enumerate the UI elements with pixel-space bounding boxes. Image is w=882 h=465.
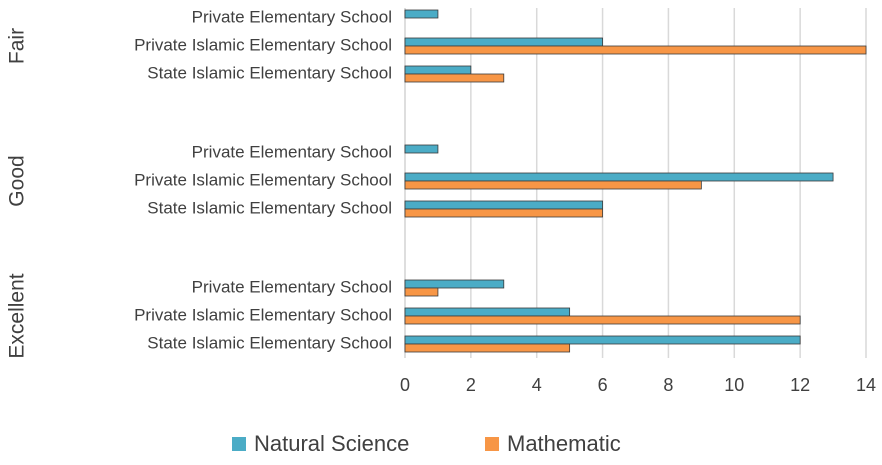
bar [404,73,505,83]
legend-label: Mathematic [507,431,621,456]
bar [404,144,439,154]
category-label: State Islamic Elementary School [147,198,392,217]
category-label: Private Islamic Elementary School [134,35,392,54]
category-label: Private Elementary School [192,277,392,296]
legend-swatch [485,437,499,451]
bar [404,37,603,47]
bar [404,9,439,19]
group-label: Fair [6,28,29,64]
x-tick-label: 10 [724,375,744,395]
bar [404,315,801,325]
bar [404,335,801,345]
bar [404,200,603,210]
x-tick-label: 2 [466,375,476,395]
category-label: Private Islamic Elementary School [134,170,392,189]
bar [404,65,472,75]
category-label: Private Elementary School [192,7,392,26]
bar [404,172,834,182]
x-tick-label: 14 [856,375,876,395]
group-label: Excellent [6,273,29,358]
bar [404,208,603,218]
bar [404,45,867,55]
bar [404,343,571,353]
bar [404,287,439,297]
legend-label: Natural Science [254,431,409,456]
legend-swatch [232,437,246,451]
x-tick-label: 0 [400,375,410,395]
x-tick-label: 4 [532,375,542,395]
group-label: Good [6,155,29,206]
category-label: State Islamic Elementary School [147,333,392,352]
category-label: State Islamic Elementary School [147,63,392,82]
x-tick-label: 6 [598,375,608,395]
category-label: Private Elementary School [192,142,392,161]
category-label: Private Islamic Elementary School [134,305,392,324]
bar [404,180,702,190]
x-tick-label: 12 [790,375,810,395]
bar [404,279,505,289]
bar [404,307,571,317]
x-tick-label: 8 [663,375,673,395]
